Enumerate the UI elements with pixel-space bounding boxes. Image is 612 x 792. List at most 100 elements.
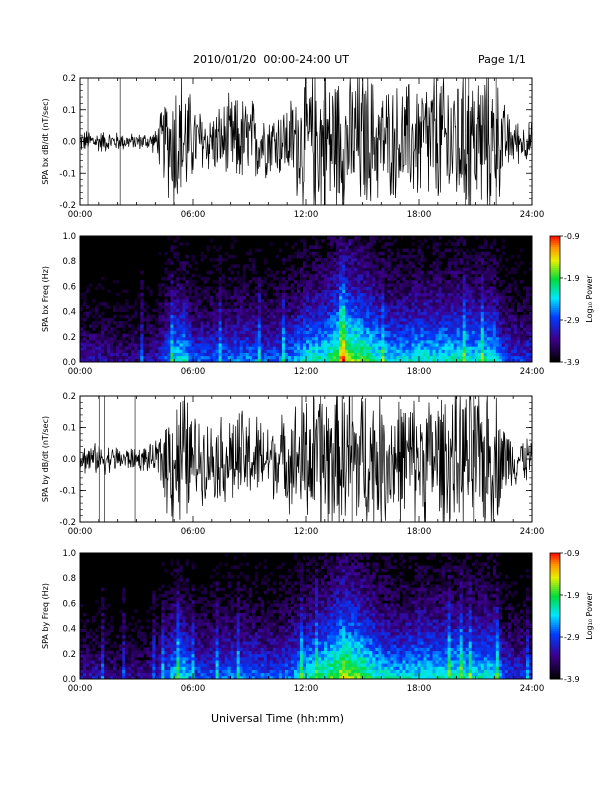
spectrogram-cell xyxy=(327,349,331,353)
spectrogram-cell xyxy=(405,299,409,303)
spectrogram-cell xyxy=(284,286,289,290)
spectrogram-cell xyxy=(179,299,183,303)
spectrogram-cell xyxy=(275,352,280,357)
spectrogram-cell xyxy=(212,305,216,309)
spectrogram-cell xyxy=(405,327,409,331)
spectrogram-cell xyxy=(414,311,418,316)
spectrogram-cell xyxy=(372,305,376,309)
spectrogram-cell xyxy=(366,276,370,281)
spectrogram-cell xyxy=(339,254,343,259)
spectrogram-cell xyxy=(212,333,216,338)
spectrogram-cell xyxy=(456,339,461,344)
spectrogram-cell xyxy=(399,258,403,262)
spectrogram-cell xyxy=(293,327,298,331)
spectrogram-cell xyxy=(179,336,183,341)
spectrogram-cell xyxy=(333,236,337,240)
spectrogram-cell xyxy=(354,254,358,259)
spectrogram-cell xyxy=(465,280,470,284)
spectrogram-cell xyxy=(456,270,461,275)
spectrogram-cell xyxy=(348,261,352,265)
spectrogram-cell xyxy=(257,336,262,341)
spectrogram-cell xyxy=(435,273,439,278)
spectrogram-cell xyxy=(528,333,533,338)
colorbar-segment xyxy=(550,275,560,279)
spectrogram-cell xyxy=(453,352,458,357)
spectrogram-cell xyxy=(489,299,494,303)
spectrogram-cell xyxy=(369,267,373,272)
spectrogram-cell xyxy=(483,295,488,300)
spectrogram-cell xyxy=(501,239,506,243)
spectrogram-cell xyxy=(459,302,464,306)
spectrogram-cell xyxy=(330,336,334,341)
spectrogram-cell xyxy=(248,295,253,300)
colorbar-segment xyxy=(550,317,560,321)
spectrogram-cell xyxy=(251,327,256,331)
spectrogram-cell xyxy=(134,358,138,363)
spectrogram-cell xyxy=(209,358,213,363)
spectrogram-cell xyxy=(459,336,464,341)
spectrogram-cell xyxy=(260,349,265,353)
spectrogram-cell xyxy=(444,273,449,278)
spectrogram-cell xyxy=(411,254,415,259)
spectrogram-cell xyxy=(218,333,223,338)
spectrogram-cell xyxy=(483,254,488,259)
spectrogram-cell xyxy=(233,317,238,322)
spectrogram-cell xyxy=(339,280,343,284)
spectrogram-cell xyxy=(239,355,244,360)
spectrogram-cell xyxy=(131,650,135,655)
spectrogram-cell xyxy=(453,321,458,325)
spectrogram-cell xyxy=(140,634,144,639)
spectrogram-cell xyxy=(321,239,325,243)
spectrogram-cell xyxy=(444,270,449,275)
spectrogram-cell xyxy=(312,314,316,319)
spectrogram-cell xyxy=(140,625,144,629)
spectrogram-cell xyxy=(453,324,458,328)
spectrogram-cell xyxy=(501,346,506,350)
spectrogram-cell xyxy=(80,650,84,655)
spectrogram-cell xyxy=(381,273,385,278)
spectrogram-cell xyxy=(495,292,500,297)
spectrogram-cell xyxy=(125,302,129,306)
spectrogram-cell xyxy=(351,258,355,262)
spectrogram-cell xyxy=(125,349,129,353)
colorbar-segment xyxy=(550,265,560,268)
spectrogram-cell xyxy=(95,321,99,325)
spectrogram-cell xyxy=(131,628,135,633)
spectrogram-cell xyxy=(480,343,485,347)
spectrogram-cell xyxy=(351,317,355,322)
spectrogram-cell xyxy=(453,236,458,240)
spectrogram-cell xyxy=(251,295,256,300)
spectrogram-cell xyxy=(504,343,509,347)
spectrogram-cell xyxy=(501,295,506,300)
spectrogram-cell xyxy=(441,295,446,300)
spectrogram-cell xyxy=(248,324,253,328)
spectrogram-cell xyxy=(459,292,464,297)
spectrogram-cell xyxy=(390,280,394,284)
signal-trace xyxy=(79,395,533,523)
spectrogram-cell xyxy=(194,352,198,357)
spectrogram-cell xyxy=(363,276,367,281)
spectrogram-cell xyxy=(155,358,159,363)
spectrogram-cell xyxy=(501,352,506,357)
spectrogram-cell xyxy=(366,254,370,259)
spectrogram-cell xyxy=(137,339,141,344)
spectrogram-cell xyxy=(438,276,442,281)
spectrogram-cell xyxy=(83,638,87,642)
spectrogram-cell xyxy=(101,317,105,322)
spectrogram-cell xyxy=(176,343,180,347)
spectrogram-cell xyxy=(357,327,361,331)
spectrogram-cell xyxy=(128,663,132,667)
spectrogram-cell xyxy=(441,251,446,256)
spectrogram-cell xyxy=(522,314,527,319)
spectrogram-cell xyxy=(324,302,328,306)
spectrogram-cell xyxy=(284,333,289,338)
spectrogram-cell xyxy=(357,311,361,316)
spectrogram-cell xyxy=(393,302,397,306)
spectrogram-cell xyxy=(266,286,271,290)
spectrogram-cell xyxy=(414,333,418,338)
spectrogram-cell xyxy=(260,352,265,357)
spectrogram-cell xyxy=(435,324,439,328)
spectrogram-cell xyxy=(236,336,241,341)
spectrogram-cell xyxy=(191,352,195,357)
spectrogram-cell xyxy=(318,339,322,344)
